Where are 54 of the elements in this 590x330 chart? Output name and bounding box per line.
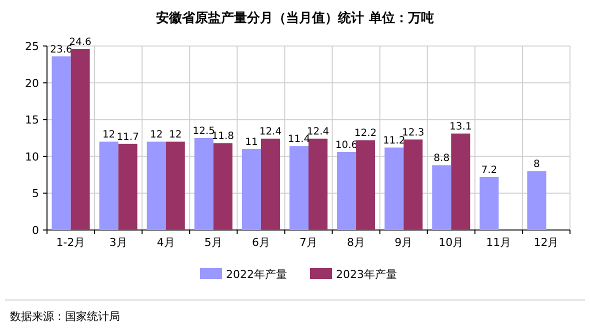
x-tick-label: 5月 [204,236,222,249]
data-label: 12 [102,130,116,141]
data-label: 11.7 [116,132,139,143]
data-label: 12.2 [354,128,377,140]
data-label: 7.2 [481,165,498,176]
source-note: 数据来源：国家统计局 [10,310,120,323]
data-label: 12 [150,130,163,141]
bar [404,139,423,230]
y-tick-label: 20 [25,76,39,90]
bar [308,138,328,230]
bar [289,146,308,230]
x-tick-label: 12月 [534,236,559,249]
y-tick-label: 10 [25,150,39,164]
x-tick-label: 6月 [252,236,270,249]
bar [99,142,118,230]
bar [194,138,214,230]
y-tick-label: 25 [25,40,39,53]
data-label: 13.1 [450,122,472,133]
chart-title: 安徽省原盐产量分月（当月值）统计 单位：万吨 [156,10,434,26]
x-tick-label: 11月 [486,236,512,249]
legend-label: 2023年产量 [336,268,397,281]
data-label: 11 [245,137,258,148]
data-label: 12 [169,130,182,141]
bar [527,171,546,230]
bar [166,142,185,230]
bar [52,56,71,230]
bar [118,144,138,230]
x-tick-label: 7月 [300,236,318,249]
y-tick-label: 0 [32,224,39,237]
bar [451,134,470,230]
x-tick-label: 10月 [438,236,464,249]
x-tick-label: 4月 [156,236,175,249]
bar [146,142,166,230]
data-label: 12.4 [259,126,282,138]
legend-label: 2022年产量 [226,268,287,281]
x-tick-label: 1-2月 [56,236,86,249]
x-tick-label: 3月 [109,236,128,249]
bar [356,140,376,230]
y-tick-label: 15 [25,114,39,127]
bar [480,177,499,230]
bar [432,165,452,230]
x-tick-label: 8月 [347,236,366,249]
bar [70,48,90,230]
bar [260,138,280,230]
data-label: 11.4 [288,134,310,146]
x-tick-label: 9月 [394,236,413,249]
data-label: 8.8 [434,153,450,164]
data-label: 8 [534,159,540,170]
data-label: 11.2 [382,136,406,147]
y-tick-label: 5 [32,187,39,200]
bar [242,149,261,230]
bar [337,152,356,230]
bar [213,143,232,230]
bar [384,148,404,230]
